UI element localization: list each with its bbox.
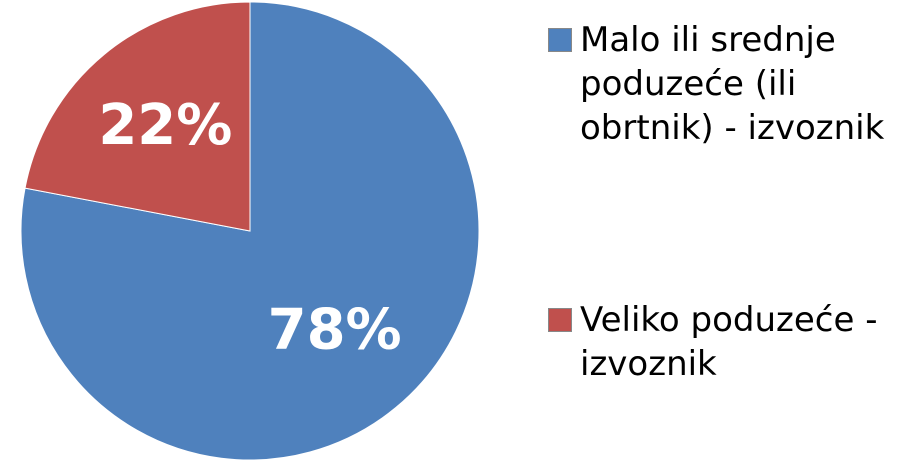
legend-label: Veliko poduzeće - izvoznik xyxy=(580,300,878,384)
legend-swatch xyxy=(548,28,572,52)
data-label: 78% xyxy=(268,297,402,362)
legend-label: Malo ili srednje poduzeće (ili obrtnik) … xyxy=(580,20,885,148)
legend-item: Malo ili srednje poduzeće (ili obrtnik) … xyxy=(548,18,888,150)
data-label: 22% xyxy=(98,93,232,158)
pie: 78% 22% xyxy=(20,1,480,461)
legend-item: Veliko poduzeće - izvoznik xyxy=(548,298,888,386)
pie-slice xyxy=(24,1,251,232)
legend-swatch xyxy=(548,308,572,332)
